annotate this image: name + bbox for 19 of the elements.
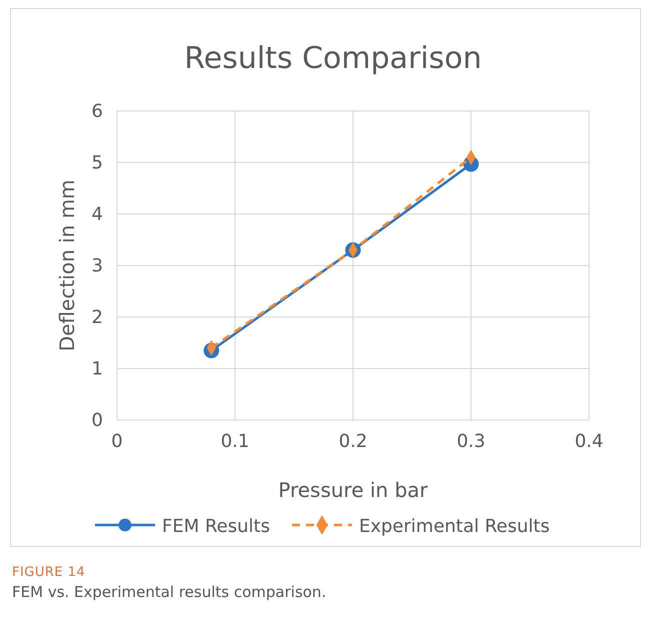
legend-label: FEM Results [162,516,270,537]
y-axis-title: Deflection in mm [55,180,79,352]
y-tick-label: 2 [92,306,103,328]
x-axis-title: Pressure in bar [278,478,429,502]
x-tick-label: 0.4 [574,430,604,452]
y-tick-label: 1 [92,358,103,380]
y-tick-label: 0 [92,410,103,431]
x-tick-label: 0.3 [456,430,486,452]
y-tick-label: 3 [92,255,103,276]
chart-title: Results Comparison [184,41,482,76]
text: FEM vs. Experimental results comparison. [12,583,326,601]
caption: FIGURE 14 [12,565,86,580]
x-tick-label: 0.1 [220,430,250,452]
y-tick-label: 6 [92,100,103,122]
y-tick-label: 5 [92,152,103,174]
legend-label: Experimental Results [358,516,550,537]
x-tick-label: 0 [111,430,123,452]
x-tick-label: 0.2 [338,430,368,452]
y-tick-label: 4 [92,204,103,225]
